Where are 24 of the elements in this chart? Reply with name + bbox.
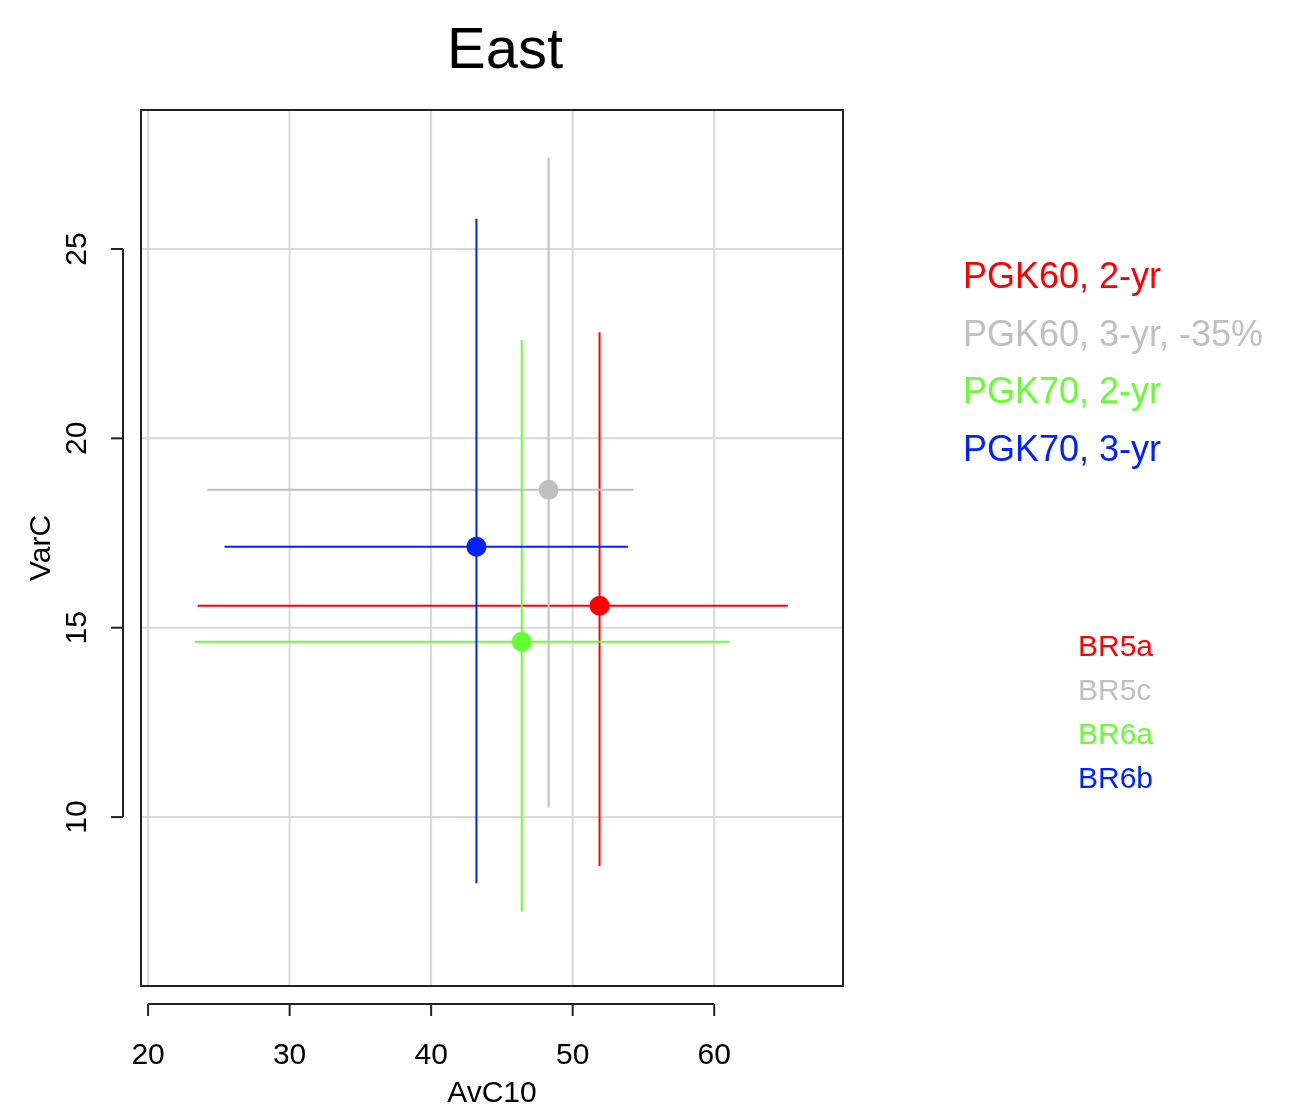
point [511,631,532,652]
x-axis-title: AvC10 [447,1075,537,1106]
x-tick-label: 30 [272,1037,307,1070]
text: PGK70, 2-yr [963,370,1162,411]
point [538,479,559,500]
x-tick-label: 60 [697,1037,731,1070]
point [466,536,487,557]
point [589,595,610,616]
y-tick-label: 10 [59,800,92,834]
y-tick-label: 15 [59,611,92,645]
text: BR5a [1078,629,1154,662]
x-tick-label: 20 [131,1037,165,1070]
x-tick-label: 40 [414,1037,448,1070]
text: PGK70, 3-yr [963,427,1162,469]
y-tick-label: 20 [59,421,92,456]
x-tick-label: 50 [555,1037,590,1070]
text: BR5c [1078,673,1152,706]
y-axis-title: VarC [23,514,56,582]
chart-title: East [446,15,564,80]
text: PGK60, 3-yr, -35% [963,312,1264,354]
text: BR6a [1078,717,1154,750]
text: BR6b [1078,761,1154,794]
y-tick-label: 25 [59,232,92,266]
text: PGK60, 2-yr [963,255,1162,296]
